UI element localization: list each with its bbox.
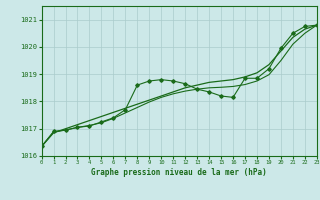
X-axis label: Graphe pression niveau de la mer (hPa): Graphe pression niveau de la mer (hPa)	[91, 168, 267, 177]
